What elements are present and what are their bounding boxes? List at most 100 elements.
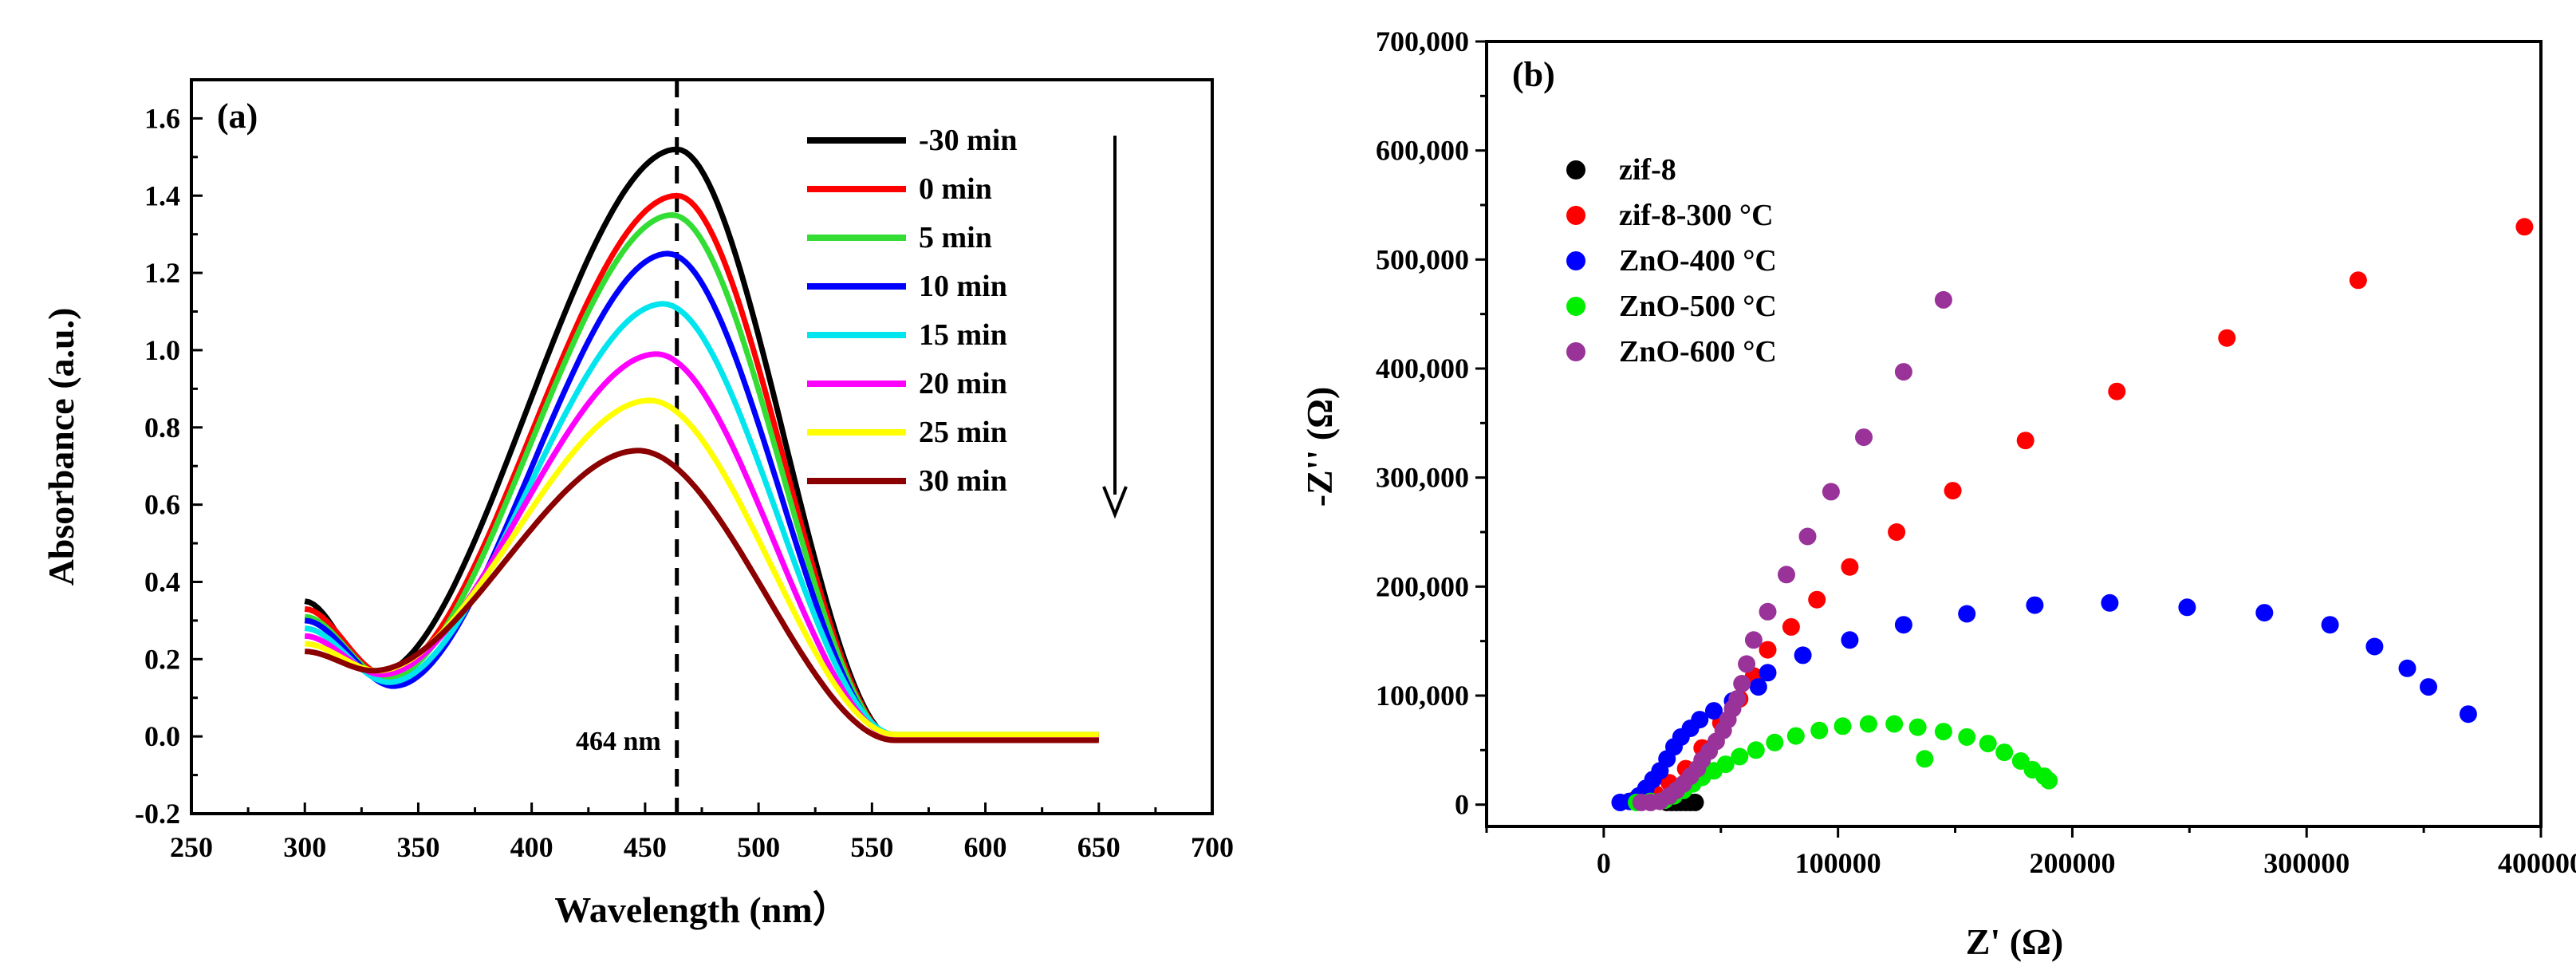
curve-group	[304, 146, 1099, 743]
y-tick-label: 400,000	[1376, 353, 1469, 384]
legend-label: 15 min	[919, 318, 1007, 352]
legend-label: -30 min	[919, 124, 1018, 157]
y-tick-label: 0.6	[144, 489, 180, 521]
y-tick-label: 1.6	[144, 102, 180, 134]
data-point	[2178, 598, 2196, 617]
panel-b-impedance-chart: 0 100000 200000 300000 400000 0 100,000 200,000…	[1299, 26, 2576, 962]
y-tick-label: 100,000	[1376, 680, 1469, 712]
x-tick-label: 0	[1597, 847, 1611, 879]
legend-label: 5 min	[919, 221, 992, 254]
data-point	[1841, 631, 1859, 649]
legend-label: ZnO-500 °C	[1619, 290, 1777, 323]
series-line	[304, 351, 1099, 739]
y-tick-label: 0.2	[144, 643, 180, 675]
data-point	[1810, 721, 1829, 739]
data-point	[2108, 382, 2126, 400]
peak-annotation: 464 nm	[576, 727, 661, 756]
data-point	[2515, 218, 2534, 236]
legend-marker	[1566, 342, 1585, 361]
data-point	[1888, 523, 1906, 541]
data-point	[1944, 482, 1962, 500]
data-point	[2365, 637, 2384, 656]
data-point	[1894, 616, 1912, 634]
x-tick-label: 450	[624, 831, 667, 863]
data-point	[2398, 659, 2416, 677]
x-tick-label: 100000	[1795, 847, 1881, 879]
x-tick-label: 700	[1191, 831, 1234, 863]
data-point	[2218, 329, 2236, 347]
legend-marker	[1566, 206, 1585, 225]
data-point	[1778, 566, 1795, 584]
x-tick-label: 400	[510, 831, 553, 863]
legend: zif-8 zif-8-300 °C ZnO-400 °C ZnO-500 °C ZnO…	[1566, 153, 1777, 369]
data-point	[2101, 594, 2119, 612]
data-point	[1822, 483, 1840, 501]
data-point	[1958, 605, 1976, 623]
x-axis-title: Z' (Ω)	[1966, 921, 2063, 962]
y-tick-label: 600,000	[1376, 135, 1469, 167]
data-point	[1958, 728, 1976, 746]
y-tick-label: 0.4	[144, 566, 180, 597]
x-tick-label: 600	[964, 831, 1007, 863]
data-point	[2459, 705, 2477, 724]
legend-label: zif-8	[1619, 153, 1676, 187]
data-point	[1759, 602, 1777, 621]
data-point	[1855, 428, 1873, 447]
y-tick-label: 700,000	[1376, 26, 1469, 57]
tick-group: 250 300 350 400 450 500 550 600 650 700 -0.2 0.0 0.2…	[135, 102, 1234, 863]
data-point	[1885, 715, 1904, 733]
data-point	[1766, 733, 1784, 751]
data-point	[1738, 655, 1756, 673]
legend: -30 min 0 min 5 min 10 min 15 min 20 min 25 mi…	[807, 124, 1018, 498]
point-group	[1611, 218, 2534, 811]
data-point	[1979, 735, 1997, 753]
data-point	[1894, 363, 1912, 381]
x-tick-label: 650	[1077, 831, 1121, 863]
data-point	[1728, 690, 1747, 708]
plot-frame	[190, 78, 1214, 815]
data-point	[1747, 741, 1765, 759]
data-point	[1749, 678, 1767, 696]
data-point	[1808, 590, 1826, 609]
data-point	[2026, 596, 2044, 614]
y-tick-label: 0	[1455, 789, 1469, 821]
y-tick-label: 300,000	[1376, 462, 1469, 494]
legend-label: ZnO-600 °C	[1619, 335, 1777, 369]
data-point	[1731, 747, 1749, 766]
data-point	[1733, 675, 1751, 692]
series-line	[304, 397, 1099, 738]
x-tick-label: 500	[737, 831, 780, 863]
x-tick-label: 200000	[2029, 847, 2115, 879]
y-tick-label: 1.0	[144, 334, 180, 366]
y-tick-label: 0.8	[144, 412, 180, 444]
data-point	[1786, 727, 1805, 745]
data-point	[1744, 631, 1763, 649]
data-point	[2016, 432, 2034, 450]
legend-label: zif-8-300 °C	[1619, 199, 1774, 232]
x-tick-label: 350	[396, 831, 439, 863]
legend-label: 20 min	[919, 367, 1007, 400]
panel-a-absorbance-chart: 250 300 350 400 450 500 550 600 650 700 -0.2 0.0 0.2…	[41, 78, 1234, 930]
data-point	[2349, 271, 2367, 290]
legend-marker	[1566, 297, 1585, 316]
y-axis-title: -Z'' (Ω)	[1299, 387, 1340, 507]
panel-label: (b)	[1512, 55, 1555, 94]
data-point	[1686, 793, 1704, 811]
data-point	[1916, 750, 1934, 768]
data-point	[1691, 711, 1709, 729]
panel-label: (a)	[217, 97, 258, 136]
plot-frame	[1485, 40, 2543, 828]
y-tick-label: 1.2	[144, 257, 180, 289]
x-tick-label: 300000	[2263, 847, 2350, 879]
data-point	[1908, 718, 1927, 736]
legend-label: 0 min	[919, 172, 992, 206]
data-point	[1934, 723, 1952, 741]
y-tick-label: 0.0	[144, 720, 180, 752]
data-point	[1794, 646, 1812, 664]
y-tick-label: 1.4	[144, 179, 180, 211]
y-tick-label: 200,000	[1376, 570, 1469, 602]
y-axis-title: Absorbance (a.u.)	[41, 308, 81, 586]
x-tick-label: 250	[170, 831, 213, 863]
y-tick-label: -0.2	[135, 798, 180, 830]
